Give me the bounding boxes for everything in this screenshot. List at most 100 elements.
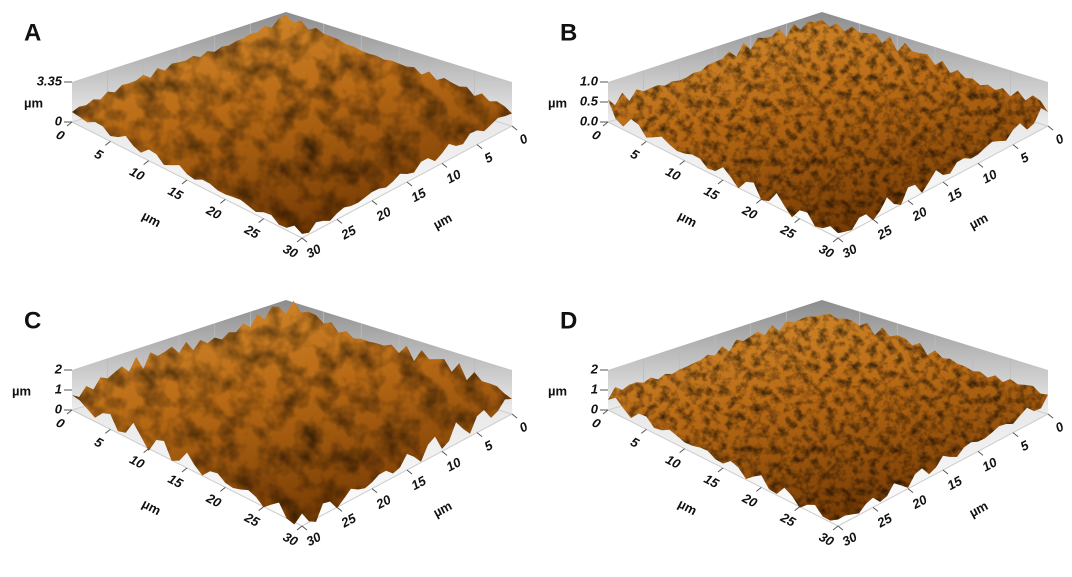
y-tick-label: 25	[874, 222, 895, 243]
x-tick-label: 15	[166, 183, 186, 203]
x-tick	[144, 161, 149, 165]
y-tick-label: 15	[945, 473, 965, 493]
x-tick-label: 30	[281, 529, 301, 549]
x-tick-label: 20	[739, 202, 760, 223]
panel-label: B	[560, 19, 577, 46]
panel-label: D	[560, 307, 577, 334]
x-tick-label: 30	[281, 241, 301, 261]
y-tick	[512, 126, 517, 130]
y-tick	[908, 489, 913, 493]
x-tick	[641, 141, 646, 145]
x-tick	[297, 526, 302, 530]
x-tick	[718, 468, 723, 472]
y-tick-label: 15	[409, 185, 429, 205]
z-tick-label: 0.5	[580, 93, 599, 108]
x-tick	[67, 122, 72, 126]
y-tick	[1013, 145, 1018, 149]
y-tick-label: 0	[1053, 418, 1067, 435]
x-tick-label: 30	[817, 241, 837, 261]
z-tick-label: 0.0	[580, 113, 599, 128]
z-unit: µm	[24, 95, 43, 110]
surface-texture	[72, 301, 512, 525]
y-tick-label: 30	[840, 529, 860, 549]
y-tick-label: 15	[945, 185, 965, 205]
y-tick	[1013, 433, 1018, 437]
y-tick	[978, 451, 983, 455]
x-tick-label: 10	[127, 452, 147, 472]
x-tick	[144, 449, 149, 453]
y-tick	[407, 470, 412, 474]
x-tick-label: 25	[241, 221, 262, 242]
x-tick	[795, 219, 800, 223]
x-tick-label: 0	[590, 127, 604, 144]
y-tick	[943, 470, 948, 474]
x-tick	[182, 180, 187, 184]
y-tick	[477, 433, 482, 437]
x-tick	[603, 122, 608, 126]
x-tick-label: 0	[54, 415, 68, 432]
x-tick-label: 10	[663, 164, 683, 184]
y-tick-label: 5	[1018, 149, 1032, 166]
x-tick-label: 10	[127, 164, 147, 184]
y-tick-label: 0	[1053, 130, 1067, 147]
y-tick-label: 10	[980, 454, 1000, 474]
y-unit: µm	[431, 498, 455, 520]
x-tick-label: 0	[590, 415, 604, 432]
x-tick-label: 0	[54, 127, 68, 144]
y-tick	[908, 201, 913, 205]
x-tick	[680, 161, 685, 165]
x-tick-label: 20	[203, 202, 224, 223]
z-unit: µm	[548, 95, 567, 110]
x-unit: µm	[140, 496, 164, 518]
y-tick	[407, 182, 412, 186]
x-tick	[259, 507, 264, 511]
x-tick	[756, 199, 761, 203]
z-tick-label: 2	[590, 361, 599, 376]
panel-label: A	[24, 19, 41, 46]
y-tick-label: 0	[517, 130, 531, 147]
x-tick	[67, 410, 72, 414]
surface-texture	[608, 314, 1048, 521]
x-tick	[833, 526, 838, 530]
x-tick	[182, 468, 187, 472]
x-tick-label: 5	[628, 434, 642, 451]
x-tick	[756, 487, 761, 491]
x-tick-label: 20	[739, 490, 760, 511]
x-tick	[220, 199, 225, 203]
y-tick-label: 20	[373, 491, 394, 512]
x-tick-label: 5	[92, 434, 106, 451]
y-unit: µm	[431, 210, 455, 232]
x-tick	[105, 429, 110, 433]
y-tick-label: 20	[909, 203, 930, 224]
y-tick-label: 25	[338, 510, 359, 531]
y-tick	[512, 414, 517, 418]
y-tick	[873, 507, 878, 511]
y-tick-label: 5	[1018, 437, 1032, 454]
y-tick-label: 5	[482, 149, 496, 166]
y-tick	[873, 219, 878, 223]
x-unit: µm	[676, 496, 700, 518]
y-tick-label: 25	[338, 222, 359, 243]
y-tick	[943, 182, 948, 186]
y-tick-label: 5	[482, 437, 496, 454]
y-tick-label: 10	[980, 166, 1000, 186]
x-unit: µm	[140, 208, 164, 230]
y-tick	[477, 145, 482, 149]
x-tick-label: 25	[241, 509, 262, 530]
x-tick	[220, 487, 225, 491]
x-tick-label: 15	[702, 183, 722, 203]
x-tick-label: 15	[702, 471, 722, 491]
z-tick-label: 1	[55, 381, 62, 396]
y-tick-label: 10	[444, 454, 464, 474]
y-tick	[1048, 126, 1053, 130]
x-tick	[259, 219, 264, 223]
y-tick-label: 10	[444, 166, 464, 186]
x-tick-label: 20	[203, 490, 224, 511]
x-tick	[641, 429, 646, 433]
y-tick	[372, 201, 377, 205]
x-tick-label: 25	[777, 221, 798, 242]
surface-texture	[72, 15, 512, 234]
y-unit: µm	[967, 498, 991, 520]
